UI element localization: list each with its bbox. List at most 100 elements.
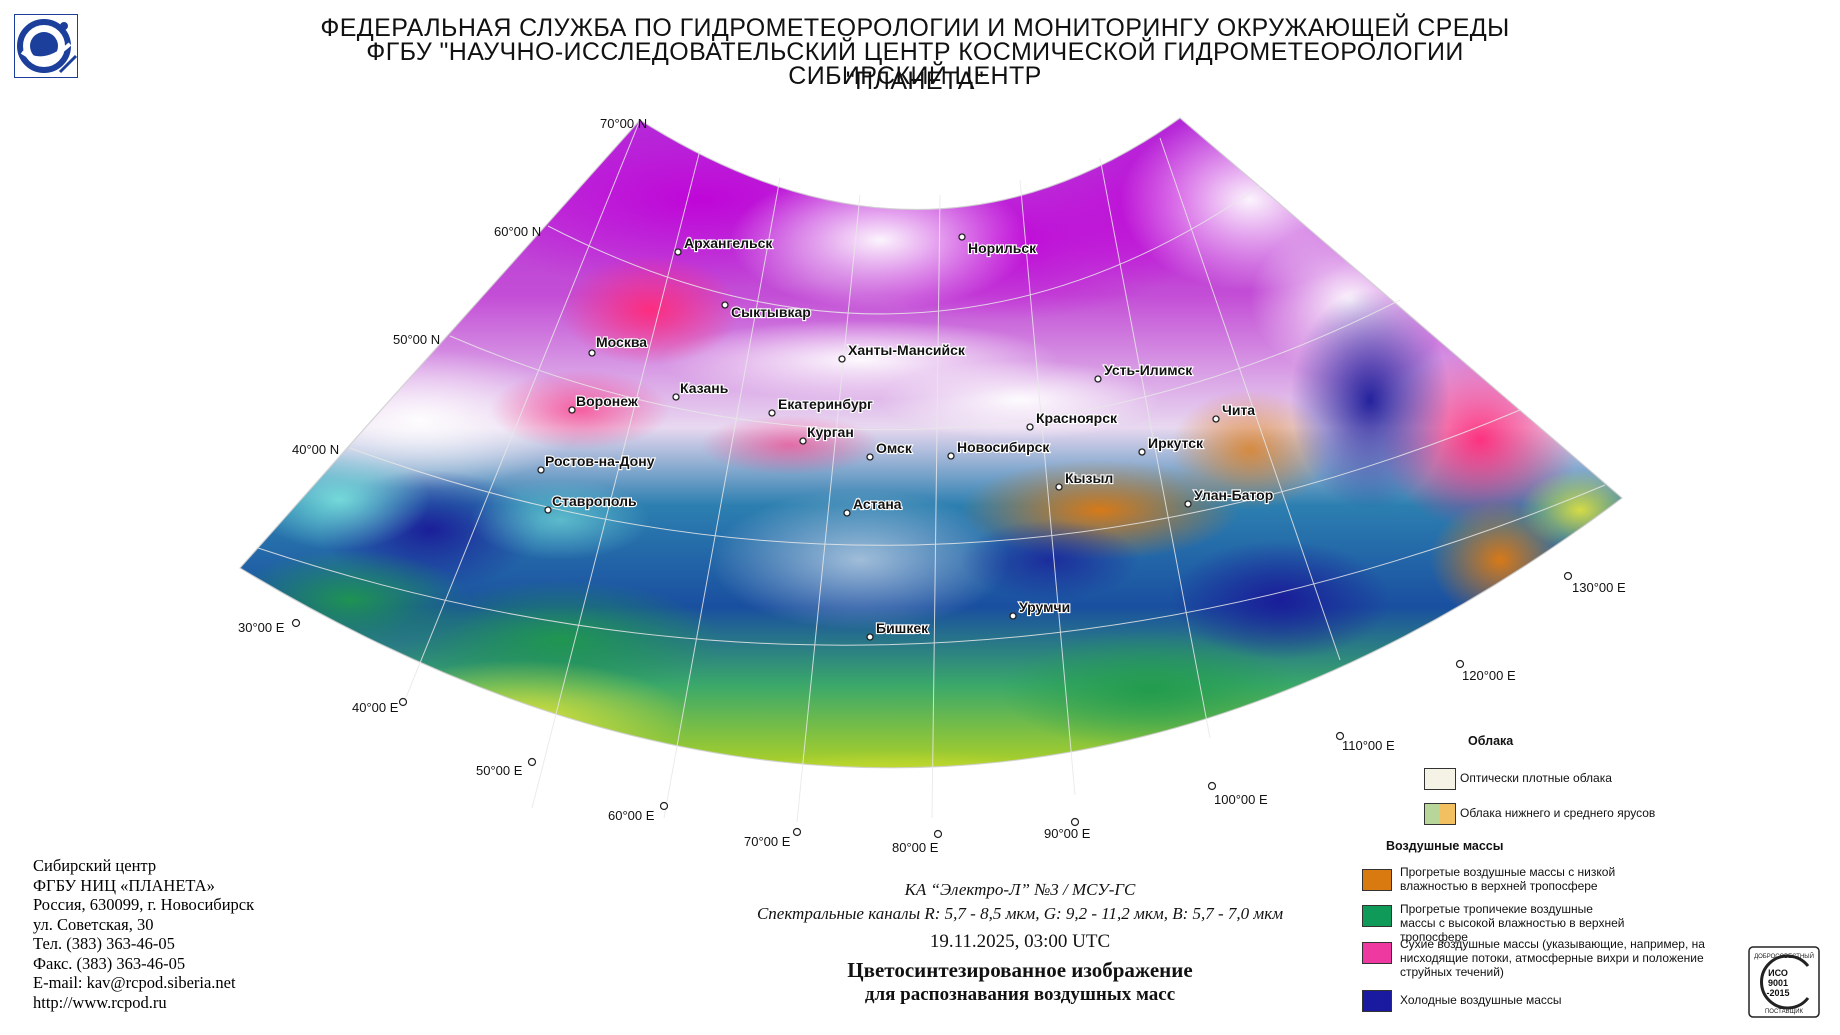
address-website-link[interactable]: http://www.rcpod.ru <box>33 992 167 1012</box>
city-marker <box>768 409 776 417</box>
lon-tick-markers <box>291 571 1573 839</box>
address-line: Сибирский центр <box>33 856 157 875</box>
legend-air-item-3: Сухие воздушные массы (указывающие, напр… <box>1400 937 1705 979</box>
address-fax: Факс. (383) 363-46-05 <box>33 953 186 973</box>
longitude-labels: 30°00 E 40°00 E 50°00 E 60°00 E 70°00 E … <box>238 580 1626 855</box>
city-marker <box>674 248 682 256</box>
city-marker <box>1184 500 1192 508</box>
city-markers: Архангельск Норильск Сыктывкар Москва Ханты-… <box>537 233 1274 641</box>
legend-swatch-warm-humid <box>1362 905 1392 927</box>
planeta-logo <box>13 13 79 79</box>
iso-9001-badge: ДОБРОСОВЕСТНЫЙ ИСО 9001 -2015 ПОСТАВЩИК <box>1748 946 1820 1018</box>
legend-swatch-cold <box>1362 990 1392 1012</box>
svg-text:9001: 9001 <box>1768 978 1788 988</box>
legend-air-item-1: Прогретые воздушные массы с низкой влажн… <box>1400 865 1616 893</box>
svg-text:-2015: -2015 <box>1766 988 1789 998</box>
city-label: Чита <box>1222 402 1255 418</box>
caption-channels: Спектральные каналы R: 5,7 - 8,5 мкм, G:… <box>756 904 1284 923</box>
city-marker <box>544 506 552 514</box>
city-label: Красноярск <box>1036 410 1118 426</box>
city-marker <box>1009 612 1017 620</box>
graticule <box>239 117 1623 823</box>
lat-label-40: 40°00 N <box>292 442 339 457</box>
city-marker <box>1094 375 1102 383</box>
city-label: Архангельск <box>684 235 773 251</box>
city-marker <box>1138 448 1146 456</box>
city-label: Екатеринбург <box>778 396 873 412</box>
city-marker <box>1026 423 1034 431</box>
city-label: Кызыл <box>1065 470 1113 486</box>
lon-label-80: 80°00 E <box>892 840 939 855</box>
city-marker <box>958 233 966 241</box>
city-marker <box>838 355 846 363</box>
svg-text:ПОСТАВЩИК: ПОСТАВЩИК <box>1765 1009 1804 1015</box>
legend-clouds-title: Облака <box>1468 734 1514 748</box>
address-line: ул. Советская, 30 <box>33 914 154 934</box>
legend-swatch-warm-dry <box>1362 869 1392 891</box>
legend-swatch-low-clouds <box>1424 803 1456 825</box>
caption-title-1: Цветосинтезированное изображение <box>847 958 1193 982</box>
city-marker <box>1055 483 1063 491</box>
lat-label-60: 60°00 N <box>494 224 541 239</box>
city-marker <box>672 393 680 401</box>
lat-label-50: 50°00 N <box>393 332 440 347</box>
city-label: Усть-Илимск <box>1104 362 1193 378</box>
header-line-1: ФЕДЕРАЛЬНАЯ СЛУЖБА ПО ГИДРОМЕТЕОРОЛОГИИ … <box>320 14 1510 42</box>
lon-label-100: 100°00 E <box>1214 792 1268 807</box>
city-label: Сыктывкар <box>731 304 811 320</box>
legend-clouds-item-1: Оптически плотные облака <box>1460 771 1612 785</box>
city-label: Казань <box>680 380 729 396</box>
lon-label-70: 70°00 E <box>744 834 791 849</box>
address-block: Сибирский центр ФГБУ НИЦ «ПЛАНЕТА» Росси… <box>33 856 254 1012</box>
city-label: Курган <box>807 424 854 440</box>
legend-swatch-dry <box>1362 942 1392 964</box>
legend-air-item-2: Прогретые тропичекие воздушные массы с в… <box>1400 902 1625 944</box>
lat-label-70: 70°00 N <box>600 116 647 131</box>
city-marker <box>799 437 807 445</box>
city-label: Ростов-на-Дону <box>545 453 655 469</box>
city-marker <box>537 466 545 474</box>
lon-label-110: 110°00 E <box>1342 738 1395 753</box>
address-email[interactable]: E-mail: kav@rcpod.siberia.net <box>33 973 236 992</box>
city-marker <box>1212 415 1220 423</box>
address-line: Россия, 630099, г. Новосибирск <box>33 895 255 914</box>
city-label: Иркутск <box>1148 435 1204 451</box>
city-marker <box>588 349 596 357</box>
svg-text:ИСО: ИСО <box>1768 968 1788 978</box>
city-marker <box>947 452 955 460</box>
city-marker <box>866 633 874 641</box>
city-label: Бишкек <box>876 620 929 636</box>
caption-datetime: 19.11.2025, 03:00 UTC <box>929 931 1111 952</box>
city-label: Новосибирск <box>957 439 1050 455</box>
city-marker <box>843 509 851 517</box>
city-marker <box>721 301 729 309</box>
lon-label-30: 30°00 E <box>238 620 285 635</box>
city-label: Норильск <box>968 240 1037 256</box>
lon-label-90: 90°00 E <box>1044 826 1091 841</box>
latitude-labels: 70°00 N 60°00 N 50°00 N 40°00 N <box>292 116 647 457</box>
legend-clouds-item-2: Облака нижнего и среднего ярусов <box>1460 806 1656 820</box>
city-label: Ставрополь <box>552 493 637 509</box>
caption-satellite: КА “Электро-Л” №3 / МСУ-ГС <box>904 880 1136 899</box>
city-marker <box>866 453 874 461</box>
lon-label-60: 60°00 E <box>608 808 655 823</box>
legend-air-item-4: Холодные воздушные массы <box>1400 993 1562 1007</box>
lon-label-50: 50°00 E <box>476 763 523 778</box>
city-label: Улан-Батор <box>1194 487 1273 503</box>
city-label: Ханты-Мансийск <box>848 342 966 358</box>
city-label: Урумчи <box>1019 599 1070 615</box>
lon-label-120: 120°00 E <box>1462 668 1516 683</box>
caption-title-2: для распознавания воздушных масс <box>864 984 1176 1005</box>
city-label: Воронеж <box>576 393 639 409</box>
city-marker <box>568 406 576 414</box>
city-label: Астана <box>853 496 902 512</box>
city-label: Омск <box>876 440 913 456</box>
header-line-2: ФГБУ "НАУЧНО-ИССЛЕДОВАТЕЛЬСКИЙ ЦЕНТР КОС… <box>366 38 1464 95</box>
lon-label-40: 40°00 E <box>352 700 399 715</box>
svg-text:ДОБРОСОВЕСТНЫЙ: ДОБРОСОВЕСТНЫЙ <box>1754 952 1814 960</box>
lon-label-130: 130°00 E <box>1572 580 1626 595</box>
legend-swatch-dense-clouds <box>1424 768 1456 790</box>
legend-air-title: Воздушные массы <box>1386 839 1504 853</box>
city-label: Москва <box>596 334 647 350</box>
